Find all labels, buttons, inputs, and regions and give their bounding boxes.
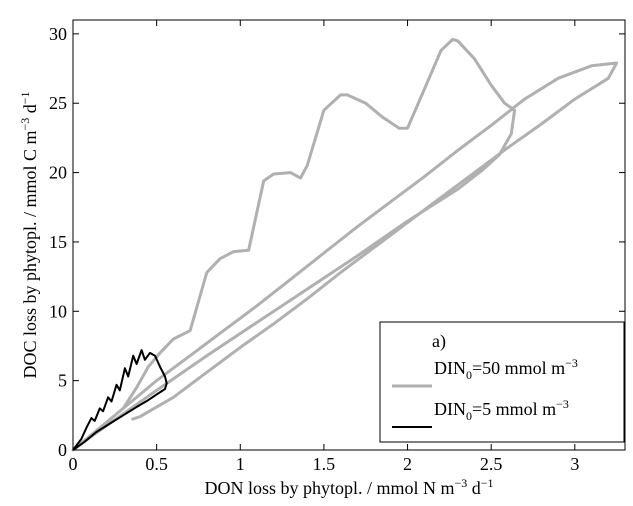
y-tick-label: 30 bbox=[49, 24, 67, 44]
y-tick-label: 15 bbox=[49, 232, 67, 252]
axis-label-superscript: −3 bbox=[454, 476, 467, 490]
legend-entry-1: DIN0=5 mmol m−3 bbox=[434, 397, 569, 423]
plot-frame bbox=[72, 19, 626, 451]
x-tick-label: 2 bbox=[403, 454, 412, 474]
legend-entry-0: DIN0=50 mmol m−3 bbox=[434, 356, 578, 382]
legend-text: DIN bbox=[434, 399, 466, 419]
axis-label-text: d bbox=[467, 478, 481, 498]
series-line-1 bbox=[72, 349, 168, 451]
axis-label-text: DOC loss by phytopl. / mmol C m bbox=[20, 131, 40, 379]
legend-title: a) bbox=[432, 331, 446, 352]
x-axis-label: DON loss by phytopl. / mmol N m−3 d−1 bbox=[204, 476, 493, 498]
series-layer bbox=[71, 37, 619, 452]
axis-label-superscript: −1 bbox=[481, 476, 494, 490]
legend-text: =5 mmol m bbox=[472, 399, 556, 419]
y-tick-label: 25 bbox=[49, 93, 67, 113]
x-tick-label: 1 bbox=[236, 454, 245, 474]
legend-text: =50 mmol m bbox=[472, 358, 565, 378]
legend-superscript: −3 bbox=[556, 397, 569, 411]
axis-label-text: DON loss by phytopl. / mmol N m bbox=[204, 478, 454, 498]
x-tick-label: 0.5 bbox=[145, 454, 168, 474]
legend-box bbox=[379, 321, 625, 443]
series-line-0 bbox=[71, 37, 619, 452]
y-tick-label: 10 bbox=[49, 301, 67, 321]
legend-text: DIN bbox=[434, 358, 466, 378]
y-tick-label: 20 bbox=[49, 163, 67, 183]
legend-subscript: 0 bbox=[466, 368, 472, 382]
axis-label-superscript: −1 bbox=[18, 91, 32, 104]
axis-label-superscript: −3 bbox=[18, 118, 32, 131]
x-tick-label: 3 bbox=[570, 454, 579, 474]
axis-label-text: d bbox=[20, 104, 40, 118]
y-tick-label: 5 bbox=[58, 371, 67, 391]
y-axis-label: DOC loss by phytopl. / mmol C m−3 d−1 bbox=[18, 91, 40, 378]
y-tick-label: 0 bbox=[58, 440, 67, 460]
x-tick-label: 0 bbox=[69, 454, 78, 474]
legend-superscript: −3 bbox=[565, 356, 578, 370]
legend-subscript: 0 bbox=[466, 409, 472, 423]
x-tick-label: 2.5 bbox=[480, 454, 503, 474]
x-tick-label: 1.5 bbox=[313, 454, 336, 474]
